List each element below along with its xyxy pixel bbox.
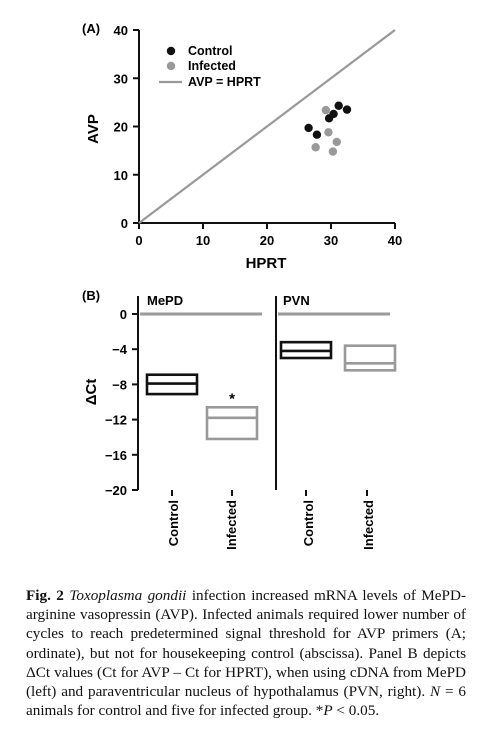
panel-a-y-label: AVP [85,114,102,144]
pvn-title: PVN [283,293,310,308]
pvn-infected-box [343,344,397,372]
identity-line [138,29,396,224]
x-tick-label: 20 [260,233,274,248]
b-y-tick-label: −4 [112,342,128,357]
control-point [329,109,338,119]
legend-control-marker [166,46,176,56]
x-tick-label: 10 [196,233,210,248]
caption-p-label: P [323,702,333,720]
caption-text-1: infection increased mRNA levels of MePD-… [26,587,467,701]
b-y-tick-label: −8 [112,377,127,392]
mepd-title: MePD [147,293,183,308]
x-tick-label: 40 [388,233,402,248]
y-tick-label: 30 [114,71,128,86]
significance-star: * [229,390,235,407]
figure-panels: (A) 0 10 20 30 40 0 10 20 30 40 Control Infected … [82,21,402,550]
panel-a-label: (A) [82,21,100,36]
pvn-infected-category: Infected [361,500,376,550]
infected-point [328,147,338,156]
infected-point [321,105,331,115]
x-tick-label: 30 [324,233,338,248]
figure-caption: Fig. 2 Toxoplasma gondii infection incre… [26,586,466,720]
b-y-tick-label: −16 [105,448,127,463]
y-tick-label: 40 [114,23,128,38]
y-tick-label: 20 [114,120,128,135]
y-tick-label: 0 [121,216,128,231]
legend-infected-marker [166,61,176,71]
infected-point [324,128,333,137]
panel-b-label: (B) [82,288,100,303]
infected-point [311,143,320,152]
control-point [342,105,352,114]
b-y-tick-label: −20 [105,483,127,498]
caption-n-label: N [429,683,441,701]
legend-control-label: Control [188,44,232,58]
control-point [334,101,343,110]
b-y-tick-label: −12 [105,413,127,428]
legend-infected-label: Infected [188,59,236,73]
caption-species: Toxoplasma gondii [69,587,187,604]
caption-text-3: < 0.05. [332,702,380,720]
legend-line-label: AVP = HPRT [188,75,261,89]
panel-a-x-label: HPRT [246,255,287,272]
x-tick-label: 0 [135,233,142,248]
pvn-control-category: Control [301,500,316,546]
mepd-infected-box [205,405,259,441]
y-tick-label: 10 [114,168,128,183]
caption-text-2: = 6 animals for control and five for inf… [26,683,466,720]
panel-b-y-label: ΔCt [83,379,100,406]
mepd-infected-category: Infected [224,500,239,550]
control-point [312,130,322,139]
panel-a-legend: Control Infected AVP = HPRT [159,44,261,89]
infected-point [332,137,341,147]
control-point [304,123,313,133]
caption-fig-label: Fig. 2 [26,587,64,604]
b-y-tick-label: 0 [120,307,127,322]
mepd-control-category: Control [166,500,181,546]
